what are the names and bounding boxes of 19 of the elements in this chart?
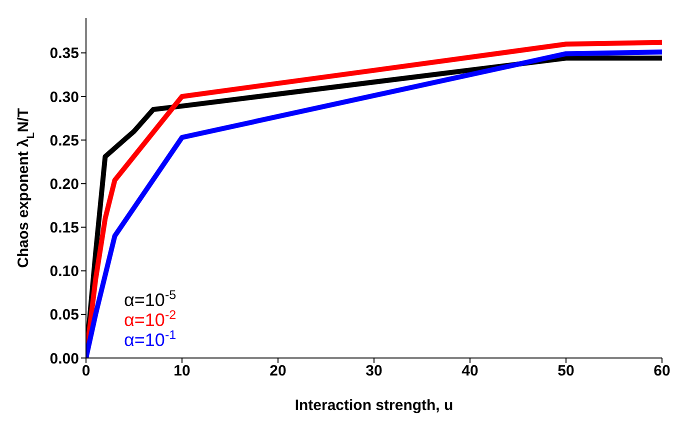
x-tick-label: 30 <box>366 362 382 380</box>
x-tick-label: 0 <box>82 362 90 380</box>
series-label: α=10$^{-1}$ <box>124 328 176 350</box>
x-tick-label: 20 <box>270 362 286 380</box>
y-tick-label: 0.10 <box>50 263 79 280</box>
x-tick-label: 40 <box>462 362 478 380</box>
x-tick-label: 10 <box>174 362 190 380</box>
x-axis-title: Interaction strength, u <box>294 397 454 414</box>
y-tick-label: 0.25 <box>50 132 79 150</box>
x-tick-label: 50 <box>558 362 574 380</box>
x-tick-label: 60 <box>654 362 670 380</box>
y-tick-label: 0.20 <box>50 176 79 193</box>
y-tick-label: 0.15 <box>50 220 79 237</box>
y-tick-label: 0.30 <box>50 88 79 106</box>
y-tick-label: 0.35 <box>50 45 79 62</box>
series-label: α=10$^{-5}$ <box>124 288 176 310</box>
series-label: α=10$^{-2}$ <box>124 308 176 330</box>
y-tick-label: 0.00 <box>50 350 79 368</box>
y-tick-label: 0.05 <box>50 306 79 324</box>
